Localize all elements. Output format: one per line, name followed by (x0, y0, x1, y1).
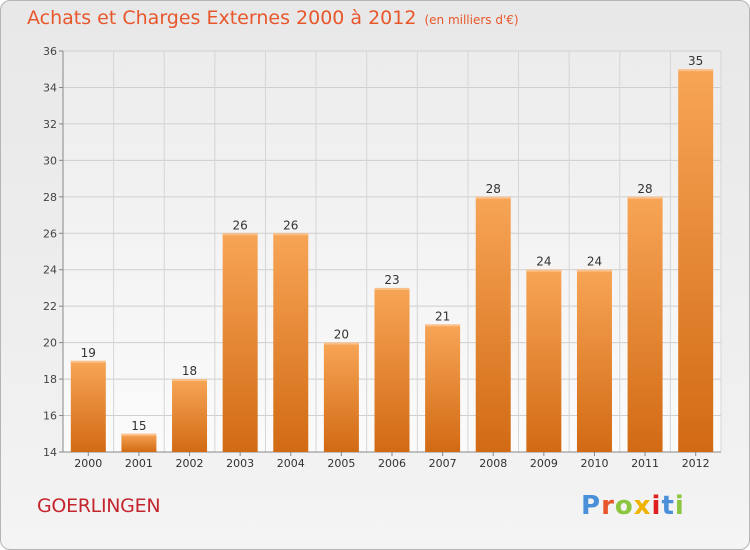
x-tick-label: 2002 (176, 457, 204, 470)
bar-top-highlight (222, 233, 258, 236)
logo-letter: x (633, 491, 652, 521)
bar-top-highlight (121, 433, 157, 436)
bar-value-label: 26 (283, 218, 298, 232)
x-tick-label: 2011 (631, 457, 659, 470)
bar (121, 433, 157, 452)
x-tick-label: 2012 (682, 457, 710, 470)
x-tick-label: 2008 (479, 457, 507, 470)
bar-value-label: 23 (384, 273, 399, 287)
bar (678, 69, 714, 453)
bar-value-label: 26 (233, 218, 248, 232)
x-tick-label: 2003 (226, 457, 254, 470)
bar-top-highlight (70, 360, 106, 363)
bar-value-label: 18 (182, 364, 197, 378)
x-tick-label: 2005 (327, 457, 355, 470)
y-tick-label: 30 (43, 154, 57, 167)
proxiti-logo: Proxiti (581, 491, 685, 521)
x-tick-label: 2010 (580, 457, 608, 470)
y-tick-label: 32 (43, 118, 57, 131)
bar-value-label: 19 (81, 346, 96, 360)
bar (374, 287, 410, 452)
bar (172, 379, 208, 452)
bar-value-label: 15 (131, 419, 146, 433)
bar-top-highlight (273, 233, 309, 236)
x-tick-label: 2009 (530, 457, 558, 470)
logo-letter: i (674, 491, 685, 521)
bar (627, 196, 663, 452)
bar-value-label: 35 (688, 54, 703, 68)
bar (576, 269, 612, 452)
bar (323, 342, 359, 452)
bar-value-label: 24 (587, 255, 602, 269)
logo-letter: P (581, 491, 602, 521)
x-tick-label: 2004 (277, 457, 305, 470)
x-tick-label: 2007 (429, 457, 457, 470)
x-tick-label: 2006 (378, 457, 406, 470)
bar-top-highlight (526, 269, 562, 272)
bar-top-highlight (627, 196, 663, 199)
bar-value-label: 20 (334, 328, 349, 342)
bar-value-label: 28 (486, 182, 501, 196)
bar-top-highlight (576, 269, 612, 272)
x-tick-label: 2000 (74, 457, 102, 470)
logo-letter: r (601, 491, 615, 521)
bar-top-highlight (678, 69, 714, 72)
bar-top-highlight (425, 324, 461, 327)
y-tick-label: 28 (43, 191, 57, 204)
logo-letter: o (614, 491, 634, 521)
y-tick-label: 16 (43, 410, 57, 423)
bar-top-highlight (475, 196, 511, 199)
y-tick-label: 18 (43, 373, 57, 386)
bar (70, 360, 106, 452)
y-tick-label: 14 (43, 446, 57, 459)
logo-letter: t (661, 491, 675, 521)
bar-value-label: 28 (637, 182, 652, 196)
logo-letter: i (651, 491, 662, 521)
chart-title: Achats et Charges Externes 2000 à 2012 (e… (27, 7, 519, 29)
y-tick-label: 36 (43, 45, 57, 58)
bar-top-highlight (374, 287, 410, 290)
bar-top-highlight (172, 379, 208, 382)
bar (222, 233, 258, 452)
bar-value-label: 24 (536, 255, 551, 269)
bar (425, 324, 461, 452)
commune-name: GOERLINGEN (37, 495, 161, 517)
bar-top-highlight (323, 342, 359, 345)
bar (526, 269, 562, 452)
y-tick-label: 26 (43, 227, 57, 240)
chart-title-text: Achats et Charges Externes 2000 à 2012 (27, 7, 417, 29)
x-tick-label: 2001 (125, 457, 153, 470)
chart-unit: (en milliers d'€) (424, 13, 519, 27)
bar (273, 233, 309, 452)
bar (475, 196, 511, 452)
y-tick-label: 34 (43, 81, 57, 94)
y-tick-label: 20 (43, 337, 57, 350)
bar-value-label: 21 (435, 309, 450, 323)
y-tick-label: 22 (43, 300, 57, 313)
y-tick-label: 24 (43, 264, 57, 277)
